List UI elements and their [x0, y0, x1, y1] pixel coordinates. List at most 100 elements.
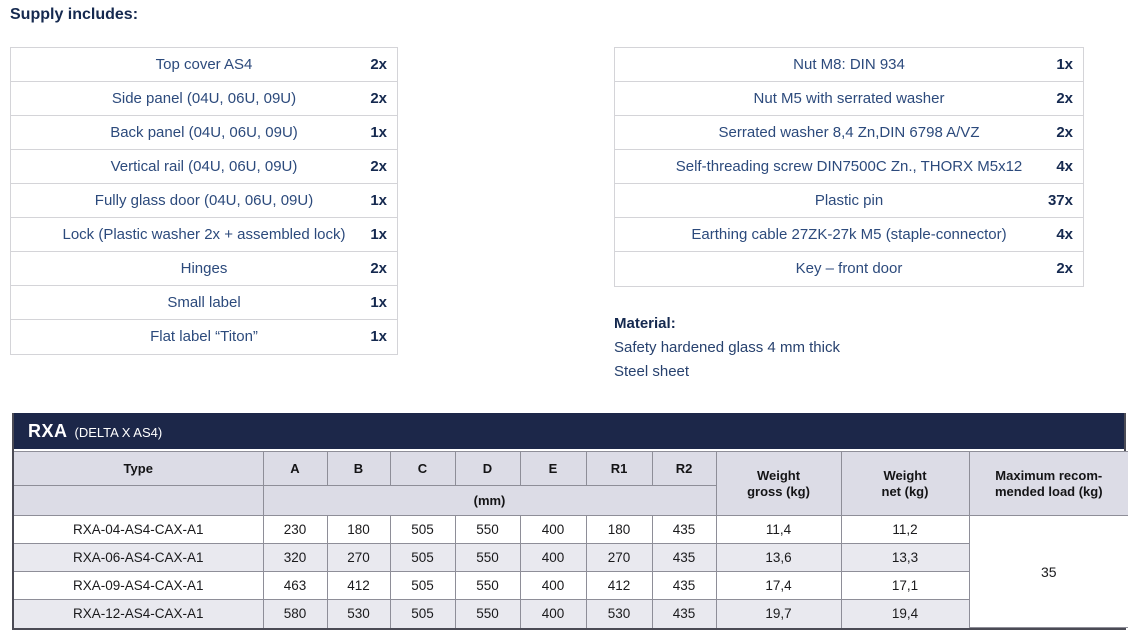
supply-item-qty: 1x: [370, 192, 387, 209]
cell-b: 530: [326, 599, 391, 628]
supply-list-right: Nut M8: DIN 934 1x Nut M5 with serrated w…: [614, 47, 1084, 287]
cell-type: RXA-09-AS4-CAX-A1: [14, 571, 264, 600]
supply-item-label: Serrated washer 8,4 Zn,DIN 6798 A/VZ: [718, 124, 980, 141]
cell-r1: 180: [585, 515, 653, 544]
cell-d: 550: [454, 571, 521, 600]
table-row: RXA-09-AS4-CAX-A1 463 412 505 550 400 41…: [14, 571, 1128, 600]
cell-weight-gross: 13,6: [715, 543, 842, 572]
supply-item-row: Flat label “Titon” 1x: [11, 320, 397, 354]
supply-item-label: Side panel (04U, 06U, 09U): [111, 90, 297, 107]
col-header-a: A: [262, 451, 328, 486]
cell-max-load: 35: [968, 515, 1128, 628]
supply-item-qty: 2x: [1056, 124, 1073, 141]
cell-c: 505: [389, 599, 456, 628]
cell-a: 463: [262, 571, 328, 600]
cell-r2: 435: [651, 571, 717, 600]
supply-item-qty: 2x: [1056, 90, 1073, 107]
supply-item-label: Plastic pin: [814, 192, 884, 209]
supply-item-label: Top cover AS4: [155, 56, 253, 73]
supply-item-row: Back panel (04U, 06U, 09U) 1x: [11, 116, 397, 150]
supply-item-row: Fully glass door (04U, 06U, 09U) 1x: [11, 184, 397, 218]
supply-item-qty: 1x: [370, 226, 387, 243]
cell-weight-net: 17,1: [840, 571, 969, 600]
cell-r2: 435: [651, 599, 717, 628]
supply-item-label: Vertical rail (04U, 06U, 09U): [110, 158, 298, 175]
material-line: Steel sheet: [614, 363, 690, 380]
supply-item-label: Earthing cable 27ZK-27k M5 (staple-conne…: [691, 226, 1007, 243]
cell-a: 580: [262, 599, 328, 628]
table-row: RXA-04-AS4-CAX-A1 230 180 505 550 400 18…: [14, 515, 1128, 628]
supply-item-qty: 1x: [370, 328, 387, 345]
table-row: RXA-06-AS4-CAX-A1 320 270 505 550 400 27…: [14, 543, 1128, 572]
supply-item-label: Hinges: [180, 260, 228, 277]
supply-item-row: Top cover AS4 2x: [11, 48, 397, 82]
supply-item-label: Fully glass door (04U, 06U, 09U): [94, 192, 314, 209]
cell-weight-gross: 11,4: [715, 515, 842, 544]
col-header-r1: R1: [585, 451, 653, 486]
col-header-weight-net: Weight net (kg): [840, 451, 970, 516]
supply-item-row: Nut M8: DIN 934 1x: [615, 48, 1083, 82]
supply-item-qty: 2x: [370, 90, 387, 107]
cell-b: 180: [326, 515, 391, 544]
supply-item-qty: 2x: [370, 56, 387, 73]
cell-c: 505: [389, 571, 456, 600]
supply-item-qty: 2x: [370, 260, 387, 277]
supply-item-row: Nut M5 with serrated washer 2x: [615, 82, 1083, 116]
supply-item-qty: 1x: [1056, 56, 1073, 73]
supply-item-row: Self-threading screw DIN7500C Zn., THORX…: [615, 150, 1083, 184]
supply-item-qty: 2x: [1056, 260, 1073, 277]
supply-item-label: Nut M8: DIN 934: [793, 56, 905, 73]
supply-item-row: Small label 1x: [11, 286, 397, 320]
table-row: RXA-12-AS4-CAX-A1 580 530 505 550 400 53…: [14, 599, 1128, 628]
supply-item-row: Earthing cable 27ZK-27k M5 (staple-conne…: [615, 218, 1083, 252]
spec-table-subtitle: (DELTA X AS4): [74, 424, 163, 440]
cell-e: 400: [519, 599, 587, 628]
supply-item-label: Lock (Plastic washer 2x + assembled lock…: [62, 226, 346, 243]
col-header-c: C: [389, 451, 456, 486]
col-header-r2: R2: [651, 451, 717, 486]
material-heading: Material:: [614, 315, 676, 332]
supply-item-label: Self-threading screw DIN7500C Zn., THORX…: [675, 158, 1023, 175]
supply-item-row: Serrated washer 8,4 Zn,DIN 6798 A/VZ 2x: [615, 116, 1083, 150]
cell-a: 230: [262, 515, 328, 544]
cell-a: 320: [262, 543, 328, 572]
supply-item-qty: 4x: [1056, 158, 1073, 175]
cell-r1: 412: [585, 571, 653, 600]
cell-d: 550: [454, 543, 521, 572]
supply-item-row: Plastic pin 37x: [615, 184, 1083, 218]
page-title: Supply includes:: [10, 6, 139, 23]
col-header-e: E: [519, 451, 587, 486]
supply-item-label: Back panel (04U, 06U, 09U): [110, 124, 298, 141]
col-header-d: D: [454, 451, 521, 486]
cell-r1: 530: [585, 599, 653, 628]
supply-item-label: Flat label “Titon”: [150, 328, 258, 345]
supply-item-label: Nut M5 with serrated washer: [753, 90, 945, 107]
cell-type: RXA-12-AS4-CAX-A1: [14, 599, 264, 628]
cell-r1: 270: [585, 543, 653, 572]
cell-r2: 435: [651, 543, 717, 572]
supply-item-qty: 1x: [370, 294, 387, 311]
supply-item-qty: 37x: [1047, 192, 1073, 209]
cell-d: 550: [454, 599, 521, 628]
supply-item-qty: 4x: [1056, 226, 1073, 243]
supply-item-row: Side panel (04U, 06U, 09U) 2x: [11, 82, 397, 116]
cell-c: 505: [389, 543, 456, 572]
col-header-b: B: [326, 451, 391, 486]
cell-e: 400: [519, 543, 587, 572]
cell-b: 270: [326, 543, 391, 572]
cell-type: RXA-04-AS4-CAX-A1: [14, 515, 264, 544]
supply-item-row: Vertical rail (04U, 06U, 09U) 2x: [11, 150, 397, 184]
cell-weight-net: 11,2: [840, 515, 970, 544]
supply-item-label: Key – front door: [795, 260, 903, 277]
col-header-max-load: Maximum recom- mended load (kg): [968, 451, 1128, 516]
supply-item-qty: 1x: [370, 124, 387, 141]
cell-type: RXA-06-AS4-CAX-A1: [14, 543, 264, 572]
material-line: Safety hardened glass 4 mm thick: [614, 339, 840, 356]
supply-item-row: Key – front door 2x: [615, 252, 1083, 286]
cell-e: 400: [519, 515, 587, 544]
cell-weight-net: 19,4: [840, 599, 969, 628]
supply-item-label: Small label: [167, 294, 241, 311]
cell-weight-gross: 17,4: [715, 571, 842, 600]
supply-item-qty: 2x: [370, 158, 387, 175]
